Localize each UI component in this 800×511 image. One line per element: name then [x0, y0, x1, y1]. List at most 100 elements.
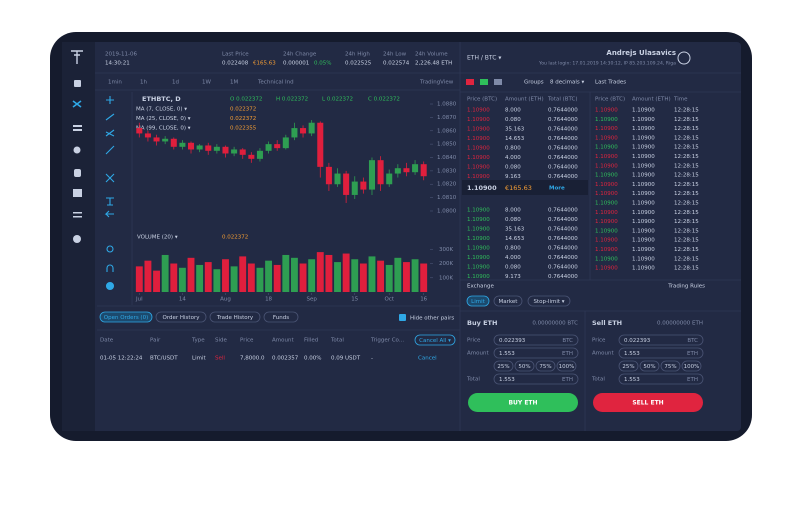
percent-button[interactable]	[493, 360, 514, 372]
indicator[interactable]: MA (25, CLOSE, 0) ▾	[136, 116, 191, 122]
volume-bar	[222, 259, 229, 292]
tool-pattern[interactable]	[105, 173, 115, 183]
orders-column: Type	[191, 338, 205, 344]
exchange-tab[interactable]	[493, 295, 523, 307]
stat-label: Last Price	[222, 52, 249, 58]
tool-brush[interactable]	[105, 145, 115, 155]
orders-cell: BTC/USDT	[150, 356, 178, 362]
orders-tab-label: Order History	[163, 315, 201, 321]
toolbar-item[interactable]: 1min	[108, 80, 122, 86]
hide-checkbox[interactable]	[399, 314, 406, 321]
toolbar-item[interactable]: 1W	[202, 80, 211, 86]
candle-body	[222, 146, 229, 154]
toolbar-item[interactable]: 1d	[172, 80, 179, 86]
more-link[interactable]: More	[549, 186, 565, 192]
percent-button[interactable]	[639, 360, 660, 372]
tool-line[interactable]	[105, 113, 115, 121]
percent-button[interactable]	[681, 360, 702, 372]
trading-rules[interactable]: Trading Rules	[667, 284, 705, 290]
percent-button[interactable]	[556, 360, 577, 372]
input[interactable]	[493, 373, 579, 385]
orders-column: Price	[240, 338, 254, 344]
icon-wallet[interactable]	[74, 169, 81, 177]
book-view-toggle[interactable]	[494, 79, 502, 85]
volume-bar	[351, 259, 359, 292]
icon-exchange[interactable]	[72, 100, 82, 108]
percent-label: 100%	[559, 364, 575, 370]
tool-back[interactable]	[104, 210, 114, 218]
trade-column: Time	[673, 97, 688, 103]
tool-fork[interactable]	[105, 129, 115, 137]
percent-label: 25%	[622, 364, 634, 370]
trade-cell: 12:28:15	[674, 117, 699, 123]
bid-cell: 1.10900	[467, 246, 490, 252]
volume-bar	[247, 263, 255, 292]
percent-button[interactable]	[660, 360, 681, 372]
tool-more[interactable]	[105, 281, 115, 291]
icon-users[interactable]	[73, 146, 81, 154]
stat-extra: 0.05%	[314, 61, 331, 67]
input[interactable]	[618, 373, 704, 385]
bid-cell: 1.10900	[467, 227, 490, 233]
icon-help[interactable]	[73, 235, 81, 243]
tool-cross[interactable]	[106, 96, 114, 104]
orders-tab[interactable]	[209, 311, 261, 323]
input[interactable]	[493, 347, 579, 359]
trade-cell: 1.10900	[595, 145, 618, 151]
trade-cell: 12:28:15	[674, 145, 699, 151]
pair-selector[interactable]: ETH / BTC ▾	[467, 55, 501, 62]
tool-zoom[interactable]	[106, 245, 114, 253]
toolbar-item[interactable]: 1M	[230, 80, 238, 86]
book-tool[interactable]: 8 decimals ▾	[550, 80, 585, 86]
sell-button[interactable]	[593, 393, 703, 412]
input[interactable]	[618, 334, 704, 346]
icon-transfer-2	[73, 129, 82, 131]
trades-title[interactable]: Last Trades	[595, 80, 626, 86]
orders-tab[interactable]	[155, 311, 207, 323]
trade-cell: 1.10900	[595, 173, 618, 179]
book-view-toggle[interactable]	[466, 79, 474, 85]
icon-dashboard[interactable]	[74, 80, 81, 87]
toolbar-item[interactable]: Technical Ind	[257, 80, 294, 86]
icon-transfer[interactable]	[73, 125, 82, 127]
ask-cell: 0.7644000	[548, 146, 578, 152]
percent-button[interactable]	[535, 360, 556, 372]
volume-bar	[377, 260, 385, 292]
ask-cell: 0.080	[505, 117, 521, 123]
volume-bar	[299, 263, 307, 292]
orders-tab[interactable]	[263, 311, 299, 323]
buy-button[interactable]	[468, 393, 578, 412]
orders-cell: 0.002357	[272, 356, 299, 362]
ask-cell: 1.10900	[467, 117, 490, 123]
cancel-all[interactable]	[414, 334, 456, 346]
exchange-tab[interactable]	[527, 295, 571, 307]
trade-cell: 1.10900	[632, 126, 655, 132]
ask-cell: 0.080	[505, 165, 521, 171]
user-avatar[interactable]	[677, 51, 691, 65]
input[interactable]	[618, 347, 704, 359]
toolbar-item[interactable]: TradingView	[419, 80, 454, 86]
exchange-tab[interactable]	[466, 295, 490, 307]
tool-magnet[interactable]	[106, 264, 114, 272]
y-tick-label: 1.0830	[437, 168, 457, 174]
book-view-toggle[interactable]	[480, 79, 488, 85]
volume-label[interactable]: VOLUME (20) ▾	[137, 235, 178, 241]
indicator[interactable]: MA (99, CLOSE, 0) ▾	[136, 126, 191, 132]
input[interactable]	[493, 334, 579, 346]
icon-docs[interactable]	[73, 189, 82, 197]
trade-cell: 1.10900	[632, 108, 655, 114]
book-tool[interactable]: Groups	[524, 80, 544, 86]
orders-cell: 0.09 USDT	[331, 356, 361, 362]
tool-fib[interactable]	[106, 197, 114, 206]
percent-label: 25%	[497, 364, 509, 370]
ask-cell: 1.10900	[467, 108, 490, 114]
percent-button[interactable]	[514, 360, 535, 372]
orders-cell[interactable]: Cancel	[418, 356, 437, 362]
toolbar-item[interactable]: 1h	[140, 80, 147, 86]
orders-tab[interactable]	[99, 311, 153, 323]
volume-tick-label: 200K	[439, 261, 453, 267]
icon-settings[interactable]	[73, 212, 82, 214]
ask-cell: 1.10900	[467, 136, 490, 142]
indicator[interactable]: MA (7, CLOSE, 0) ▾	[136, 107, 187, 113]
percent-button[interactable]	[618, 360, 639, 372]
